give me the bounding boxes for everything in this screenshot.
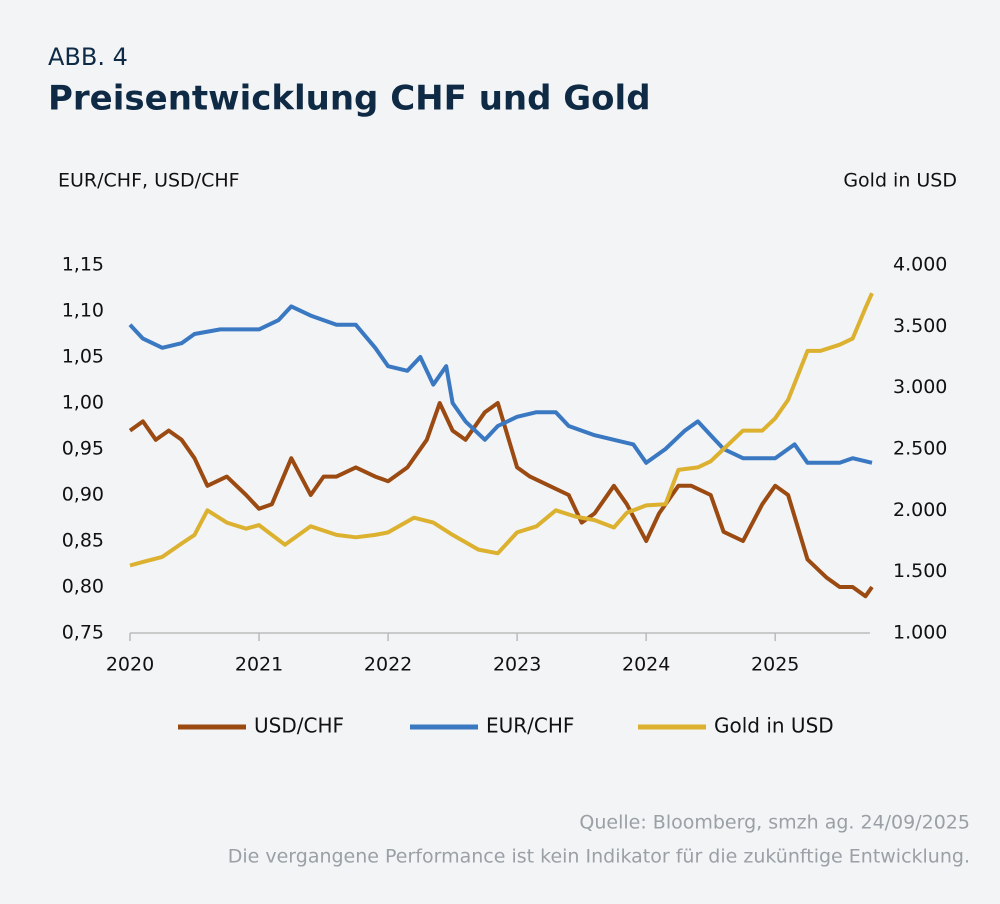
legend-label: Gold in USD: [714, 714, 834, 738]
source: Quelle: Bloomberg, smzh ag. 24/09/2025: [579, 812, 970, 834]
y-tick-label: 1,15: [62, 254, 104, 276]
x-tick-label: 2025: [751, 654, 799, 676]
y-tick-label: 1,05: [62, 346, 104, 368]
legend-label: USD/CHF: [254, 714, 344, 738]
y2-tick-label: 3.500: [893, 315, 947, 337]
y2-tick-label: 1.000: [893, 622, 947, 644]
y-tick-label: 0,85: [62, 530, 104, 552]
y-tick-label: 0,75: [62, 622, 104, 644]
legend-label: EUR/CHF: [486, 714, 574, 738]
y-tick-label: 1,00: [62, 392, 104, 414]
x-tick-label: 2020: [106, 654, 154, 676]
y2-tick-label: 2.000: [893, 499, 947, 521]
x-tick-label: 2023: [493, 654, 541, 676]
y-tick-label: 0,90: [62, 484, 104, 506]
line-series: [128, 304, 873, 465]
figure-label: ABB. 4: [48, 43, 128, 71]
x-tick-label: 2024: [622, 654, 670, 676]
y2-tick-label: 3.000: [893, 376, 947, 398]
y2-tick-label: 4.000: [893, 254, 947, 276]
y-tick-label: 1,10: [62, 300, 104, 322]
x-tick-label: 2022: [364, 654, 412, 676]
y2-tick-label: 2.500: [893, 438, 947, 460]
note: Die vergangene Performance ist kein Indi…: [228, 846, 970, 868]
y-tick-label: 0,80: [62, 576, 104, 598]
y2-axis-label: Gold in USD: [843, 170, 957, 192]
y2-tick-label: 1.500: [893, 560, 947, 582]
line-series: [128, 401, 874, 599]
y-axis-label: EUR/CHF, USD/CHF: [58, 170, 240, 192]
y-tick-label: 0,95: [62, 438, 104, 460]
line-series: [129, 292, 874, 568]
chart-title: Preisentwicklung CHF und Gold: [48, 79, 651, 119]
x-tick-label: 2021: [235, 654, 283, 676]
